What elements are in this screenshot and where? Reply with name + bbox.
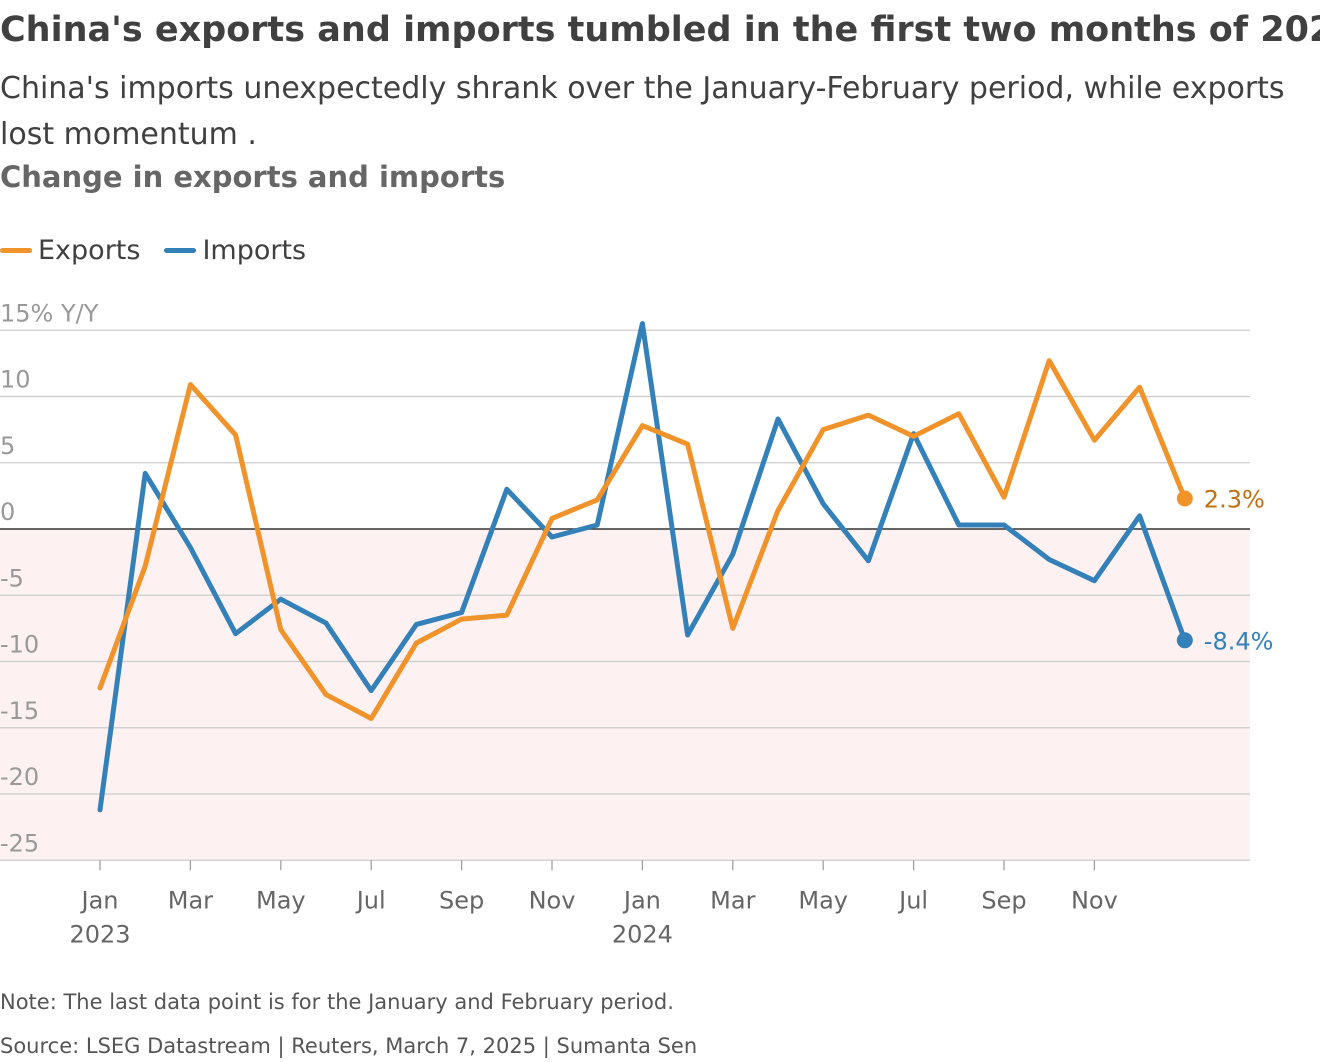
x-tick-label: Jul	[355, 886, 386, 914]
y-tick-label: -20	[0, 763, 39, 791]
end-label-imports: -8.4%	[1204, 627, 1274, 655]
legend-label-imports: Imports	[202, 234, 307, 266]
page-subtitle: China's imports unexpectedly shrank over…	[0, 71, 1285, 152]
x-tick-label: Mar	[710, 886, 755, 914]
chart-heading: Change in exports and imports	[0, 160, 506, 194]
y-tick-label: -25	[0, 829, 39, 857]
legend-swatch-exports	[0, 247, 32, 253]
end-point-imports	[1176, 632, 1193, 649]
x-tick-label: Mar	[168, 886, 213, 914]
x-tick-label: May	[798, 886, 848, 914]
source-line: Source: LSEG Datastream | Reuters, March…	[0, 1034, 698, 1058]
negative-region-band	[0, 529, 1250, 861]
line-chart: 15% Y/Y 10 5 0 -5 -10 -15 -20 -25 Jan 2023 Mar May Ju…	[0, 299, 1274, 948]
x-tick-label: Sep	[981, 886, 1026, 914]
end-label-exports: 2.3%	[1204, 486, 1265, 514]
end-point-exports	[1176, 490, 1193, 507]
y-tick-label: -15	[0, 697, 39, 725]
x-tick-label: Sep	[439, 886, 484, 914]
legend-label-exports: Exports	[38, 234, 141, 266]
x-tick-label: Jul	[897, 886, 928, 914]
series-line-imports	[97, 321, 1188, 813]
chart-legend: Exports Imports	[0, 232, 330, 268]
legend-swatch-imports	[164, 247, 197, 253]
y-tick-label: 10	[0, 366, 31, 394]
legend-item-exports: Exports	[0, 235, 140, 266]
x-tick-year-label: 2023	[69, 920, 130, 948]
x-tick-label: Nov	[529, 886, 576, 914]
y-tick-label: -10	[0, 631, 39, 659]
page-title: China's exports and imports tumbled in t…	[0, 10, 1320, 50]
x-tick-label: Jan	[80, 886, 119, 914]
x-tick-label: Jan	[622, 886, 661, 914]
y-tick-label: -5	[0, 564, 24, 592]
y-tick-label: 15% Y/Y	[0, 299, 99, 327]
series-line-exports	[97, 358, 1188, 721]
y-tick-label: 0	[0, 498, 15, 526]
legend-item-imports: Imports	[164, 235, 306, 266]
x-tick-label: Nov	[1071, 886, 1118, 914]
y-tick-label: 5	[0, 432, 15, 460]
footnote: Note: The last data point is for the Jan…	[0, 990, 674, 1014]
x-tick-label: May	[256, 886, 306, 914]
x-tick-year-label: 2024	[612, 920, 673, 948]
